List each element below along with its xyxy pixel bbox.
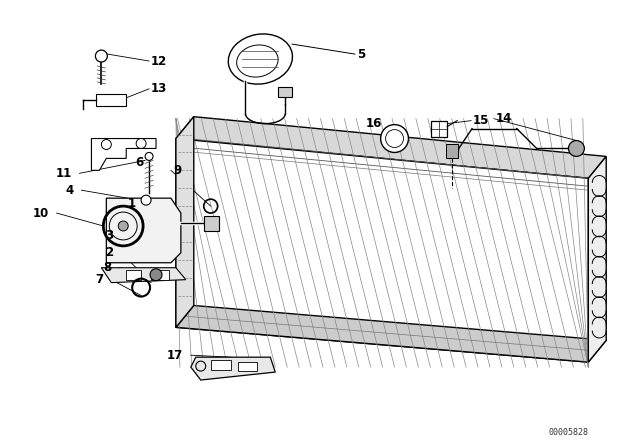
Polygon shape: [151, 270, 169, 280]
Circle shape: [136, 138, 146, 148]
Text: 3: 3: [105, 229, 113, 242]
Text: 4: 4: [65, 184, 74, 197]
Circle shape: [101, 139, 111, 150]
Polygon shape: [191, 357, 275, 380]
Circle shape: [568, 141, 584, 156]
Circle shape: [145, 152, 153, 160]
Polygon shape: [176, 116, 606, 178]
Text: 17: 17: [166, 349, 183, 362]
Text: 12: 12: [151, 55, 167, 68]
Text: 11: 11: [55, 167, 72, 180]
Polygon shape: [211, 360, 230, 370]
Polygon shape: [126, 270, 141, 280]
Polygon shape: [446, 143, 458, 159]
Text: 2: 2: [105, 246, 113, 259]
Text: 9: 9: [173, 164, 181, 177]
Text: 8: 8: [103, 261, 111, 274]
Ellipse shape: [228, 34, 292, 84]
Text: 13: 13: [151, 82, 167, 95]
Circle shape: [95, 50, 108, 62]
Text: 15: 15: [473, 114, 490, 127]
Polygon shape: [237, 362, 257, 371]
Circle shape: [141, 195, 151, 205]
Polygon shape: [431, 121, 447, 137]
Circle shape: [381, 125, 408, 152]
Text: 14: 14: [496, 112, 512, 125]
Polygon shape: [588, 156, 606, 362]
Circle shape: [150, 269, 162, 280]
Polygon shape: [176, 306, 606, 362]
Text: 5: 5: [356, 47, 365, 60]
Polygon shape: [176, 116, 194, 327]
Text: 16: 16: [365, 117, 381, 130]
Polygon shape: [176, 138, 588, 362]
Polygon shape: [101, 268, 186, 283]
Text: 7: 7: [95, 273, 103, 286]
Polygon shape: [204, 216, 219, 231]
Text: 00005828: 00005828: [548, 428, 588, 437]
Text: 1: 1: [128, 197, 136, 210]
Polygon shape: [278, 87, 292, 97]
Polygon shape: [92, 138, 156, 170]
Circle shape: [118, 221, 128, 231]
Polygon shape: [97, 94, 126, 106]
Polygon shape: [106, 198, 181, 263]
Text: 6: 6: [135, 156, 143, 169]
Polygon shape: [176, 138, 588, 362]
Text: 10: 10: [33, 207, 49, 220]
